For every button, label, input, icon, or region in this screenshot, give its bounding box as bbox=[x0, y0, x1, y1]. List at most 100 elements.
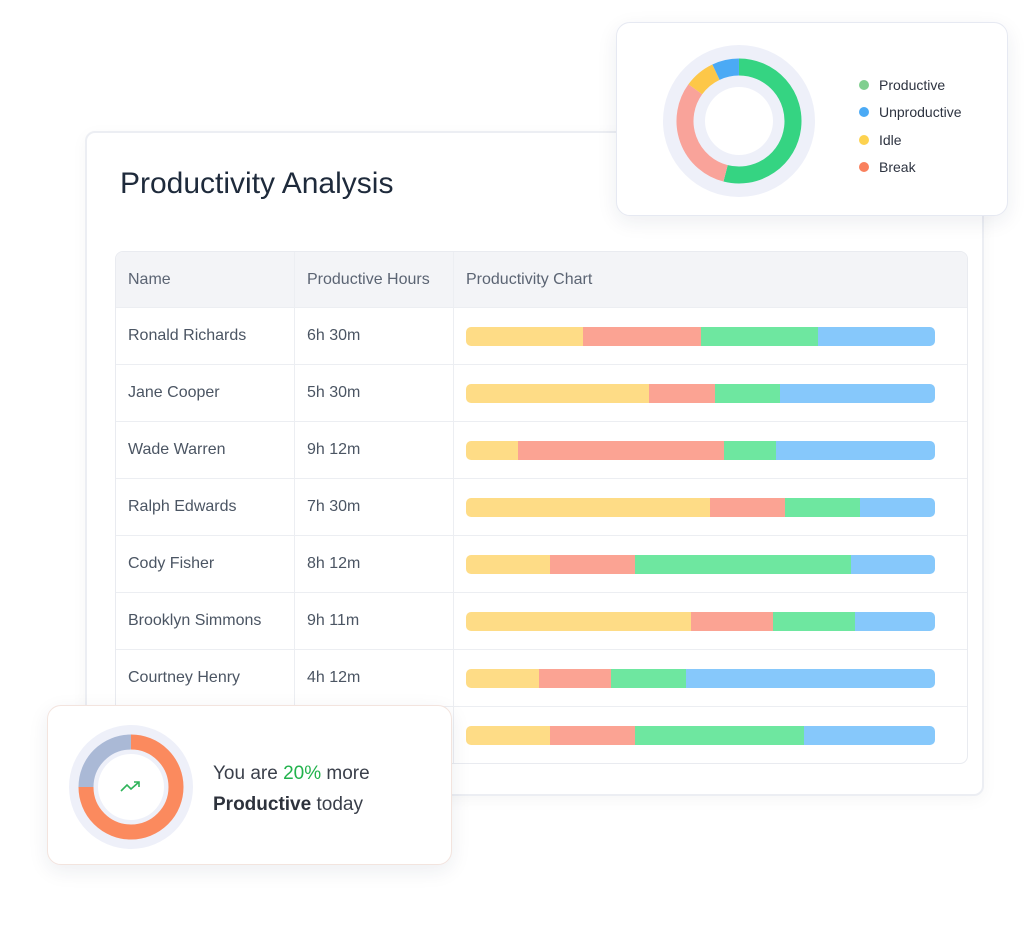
summary-donut-chart bbox=[69, 725, 193, 849]
bar-segment-break bbox=[538, 668, 612, 688]
donut-center bbox=[705, 87, 773, 155]
productivity-chart-cell bbox=[454, 479, 967, 535]
trending-up-icon bbox=[120, 781, 140, 792]
productive-hours: 6h 30m bbox=[295, 308, 454, 364]
bar-segment-idle bbox=[466, 668, 539, 688]
bar-segment-idle bbox=[466, 725, 551, 745]
bar-segment-break bbox=[648, 383, 715, 403]
table-row: Brooklyn Simmons 9h 11m bbox=[116, 592, 967, 649]
table-row: Jane Cooper 5h 30m bbox=[116, 364, 967, 421]
productivity-chart-cell bbox=[454, 422, 967, 478]
bar-segment-break bbox=[550, 554, 635, 574]
productive-hours: 7h 30m bbox=[295, 479, 454, 535]
legend-item: Idle bbox=[859, 126, 962, 154]
column-header-hours: Productive Hours bbox=[295, 252, 454, 307]
employee-name: Jane Cooper bbox=[116, 365, 295, 421]
productive-hours: 8h 12m bbox=[295, 536, 454, 592]
legend-item: Unproductive bbox=[859, 99, 962, 127]
bar-segment-unproductive bbox=[775, 440, 935, 460]
productivity-bar bbox=[466, 611, 935, 631]
summary-suffix: more bbox=[321, 763, 370, 784]
summary-message: You are 20% more Productive today bbox=[213, 758, 370, 820]
bar-segment-productive bbox=[634, 725, 804, 745]
productivity-bar bbox=[466, 497, 935, 517]
column-header-name: Name bbox=[116, 252, 295, 307]
table-header: Name Productive Hours Productivity Chart bbox=[116, 252, 967, 307]
legend-label: Break bbox=[879, 159, 916, 176]
productivity-bar bbox=[466, 383, 935, 403]
bar-segment-idle bbox=[466, 326, 584, 346]
summary-donut-center bbox=[98, 754, 164, 820]
employee-name: Ronald Richards bbox=[116, 308, 295, 364]
table-row bbox=[116, 706, 967, 763]
legend-dot bbox=[859, 79, 869, 90]
productivity-bar bbox=[466, 725, 935, 745]
productive-hours: 5h 30m bbox=[295, 365, 454, 421]
bar-segment-break bbox=[691, 611, 774, 631]
summary-percent: 20% bbox=[283, 763, 322, 784]
productivity-chart-cell bbox=[454, 308, 967, 364]
table-row: Cody Fisher 8h 12m bbox=[116, 535, 967, 592]
bar-segment-break bbox=[583, 326, 701, 346]
bar-segment-break bbox=[709, 497, 785, 517]
bar-segment-unproductive bbox=[855, 611, 935, 631]
bar-segment-idle bbox=[466, 440, 518, 460]
bar-segment-unproductive bbox=[859, 497, 935, 517]
activity-donut-card: Productive Unproductive Idle Break bbox=[616, 22, 1008, 216]
productivity-analysis-panel: Productivity Analysis Name Productive Ho… bbox=[85, 131, 984, 796]
legend-dot bbox=[859, 134, 869, 145]
activity-donut-chart bbox=[663, 45, 815, 197]
summary-progress-arc bbox=[78, 734, 184, 840]
employee-name: Ralph Edwards bbox=[116, 479, 295, 535]
column-header-chart: Productivity Chart bbox=[466, 270, 593, 288]
legend-item: Break bbox=[859, 154, 962, 182]
summary-tail: today bbox=[311, 794, 363, 815]
bar-segment-unproductive bbox=[803, 725, 935, 745]
legend-dot bbox=[859, 107, 869, 118]
bar-segment-unproductive bbox=[780, 383, 935, 403]
productive-hours bbox=[295, 707, 454, 763]
bar-segment-idle bbox=[466, 497, 710, 517]
productive-hours: 9h 11m bbox=[295, 593, 454, 649]
bar-segment-idle bbox=[466, 383, 649, 403]
table-row: Courtney Henry 4h 12m bbox=[116, 649, 967, 706]
productivity-chart-cell bbox=[454, 593, 967, 649]
bar-segment-productive bbox=[700, 326, 818, 346]
productivity-bar bbox=[466, 554, 935, 574]
productivity-chart-cell bbox=[454, 365, 967, 421]
donut-slice-break bbox=[676, 84, 729, 182]
productivity-bar bbox=[466, 668, 935, 688]
donut-slice-idle bbox=[688, 64, 720, 95]
summary-remaining-arc bbox=[78, 734, 132, 788]
donut-slice-productive bbox=[723, 58, 802, 184]
donut-slice-unproductive bbox=[712, 58, 740, 81]
table-row: Ronald Richards 6h 30m bbox=[116, 307, 967, 364]
productivity-bar bbox=[466, 440, 935, 460]
bar-segment-break bbox=[517, 440, 724, 460]
productivity-summary-card: You are 20% more Productive today bbox=[47, 705, 452, 865]
productivity-chart-cell bbox=[454, 536, 967, 592]
legend-label: Idle bbox=[879, 131, 902, 148]
legend-label: Productive bbox=[879, 76, 946, 93]
legend-dot bbox=[859, 162, 869, 173]
bar-segment-unproductive bbox=[850, 554, 935, 574]
page-title: Productivity Analysis bbox=[120, 167, 394, 200]
productive-hours: 9h 12m bbox=[295, 422, 454, 478]
productivity-chart-cell bbox=[454, 650, 967, 706]
table-row: Ralph Edwards 7h 30m bbox=[116, 478, 967, 535]
summary-bold: Productive bbox=[213, 794, 312, 815]
bar-segment-productive bbox=[714, 383, 781, 403]
bar-segment-productive bbox=[773, 611, 856, 631]
productivity-chart-cell bbox=[454, 707, 967, 763]
donut-legend: Productive Unproductive Idle Break bbox=[859, 71, 962, 181]
bar-segment-productive bbox=[723, 440, 776, 460]
employee-name: Wade Warren bbox=[116, 422, 295, 478]
bar-segment-productive bbox=[634, 554, 851, 574]
table-row: Wade Warren 9h 12m bbox=[116, 421, 967, 478]
bar-segment-unproductive bbox=[686, 668, 935, 688]
bar-segment-unproductive bbox=[817, 326, 935, 346]
productivity-table: Name Productive Hours Productivity Chart… bbox=[115, 251, 968, 764]
employee-name: Brooklyn Simmons bbox=[116, 593, 295, 649]
legend-item: Productive bbox=[859, 71, 962, 99]
legend-label: Unproductive bbox=[879, 104, 962, 121]
